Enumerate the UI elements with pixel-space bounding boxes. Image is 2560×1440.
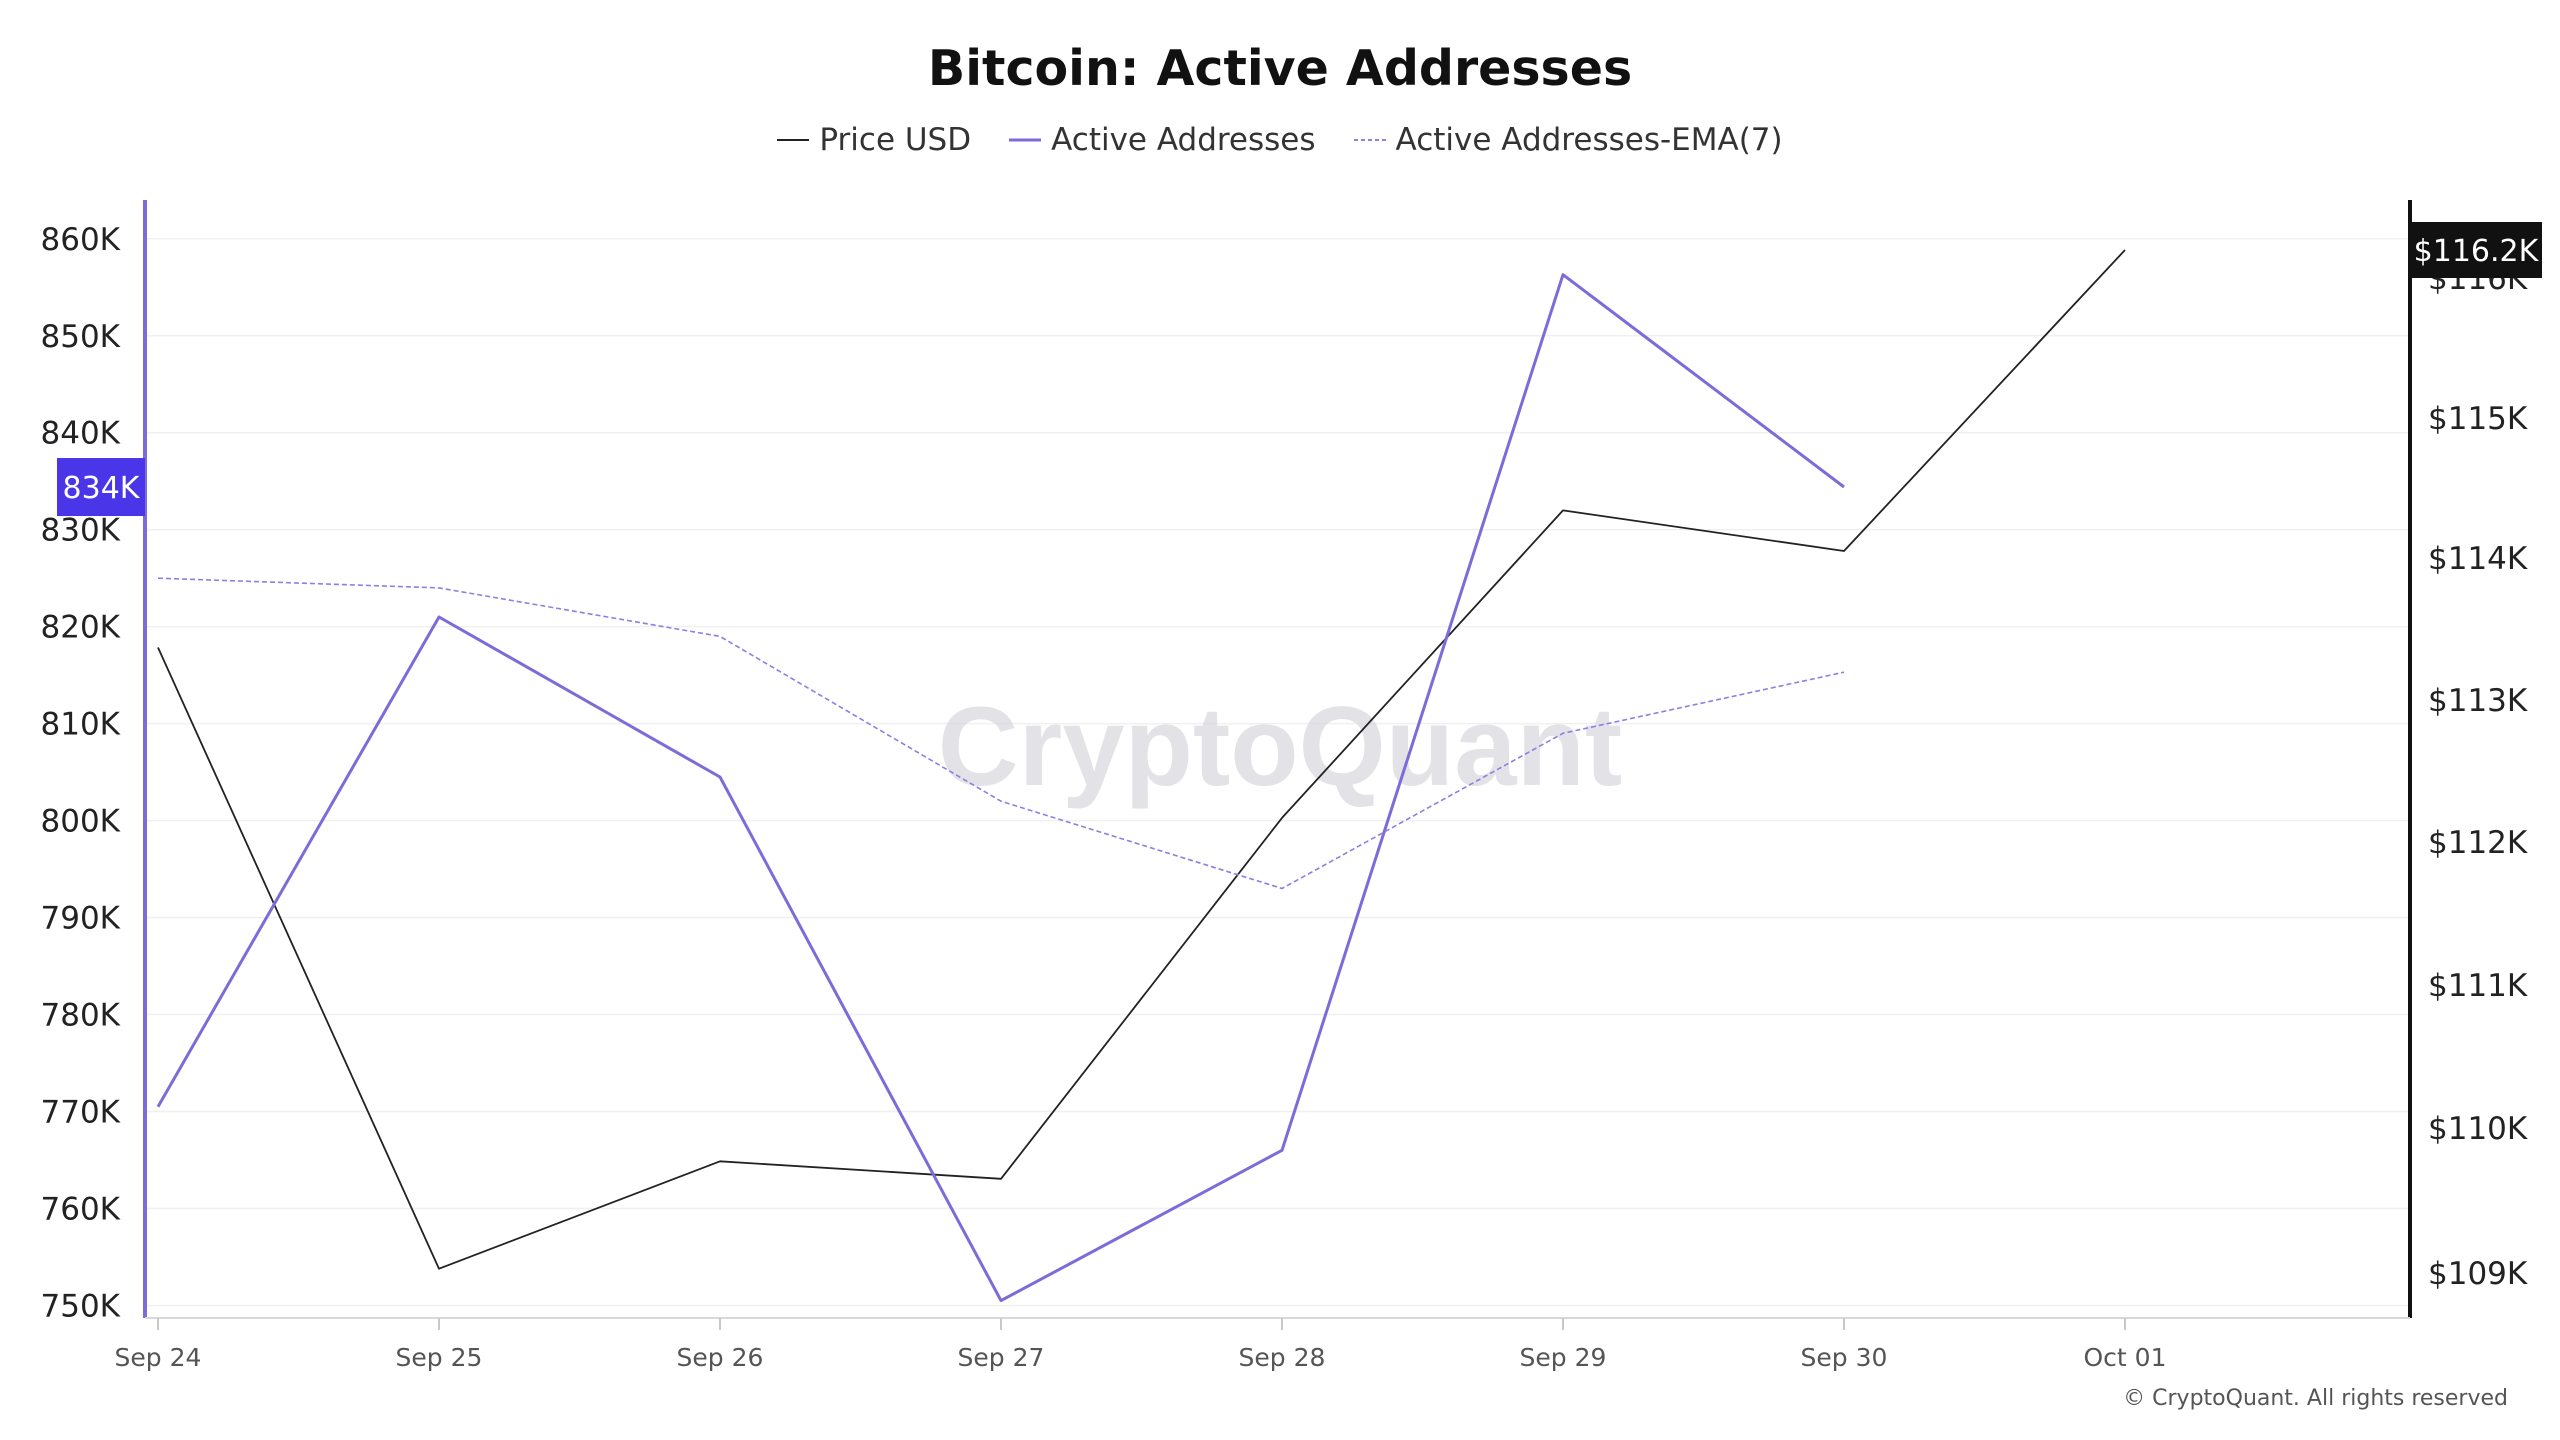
x-tick-label: Sep 24 [115, 1343, 202, 1372]
left-current-value-badge [57, 458, 145, 517]
left-tick-label: 760K [41, 1191, 121, 1227]
legend-item-active-addresses[interactable]: Active Addresses [1009, 122, 1316, 158]
right-tick-label: $110K [2428, 1111, 2528, 1147]
left-tick-label: 770K [41, 1095, 121, 1131]
left-tick-label: 810K [41, 707, 121, 743]
left-tick-label: 850K [41, 319, 121, 355]
left-tick-label: 750K [41, 1288, 121, 1324]
left-tick-label: 840K [41, 416, 121, 452]
legend-item-ema[interactable]: Active Addresses-EMA(7) [1353, 122, 1783, 158]
watermark: CryptoQuant [938, 684, 1622, 809]
right-tick-label: $112K [2428, 825, 2528, 861]
legend-swatch-ema [1353, 139, 1386, 141]
x-tick-label: Sep 28 [1239, 1343, 1326, 1372]
legend-swatch-price [777, 139, 810, 141]
series-price-line [157, 249, 2126, 1270]
chart-title: Bitcoin: Active Addresses [927, 40, 1633, 97]
chart-legend[interactable]: Price USD Active Addresses Active Addres… [0, 122, 2560, 158]
right-tick-label: $109K [2428, 1256, 2528, 1292]
series-active-addresses-line [156, 273, 1845, 1303]
axes-layer: 750K 760K 770K 780K 790K 800K 810K 820K 830K 840K… [41, 200, 2528, 1372]
x-tick-label: Sep 29 [1520, 1343, 1607, 1372]
series-layer [156, 249, 2126, 1303]
left-tick-label: 780K [41, 998, 121, 1034]
right-tick-label: $113K [2428, 683, 2528, 719]
right-current-value-label: $116.2K [2414, 234, 2540, 269]
badge-layer: 834K $116.2K [57, 222, 2542, 517]
right-tick-label: $115K [2428, 401, 2528, 437]
grid-layer [145, 238, 2410, 1307]
left-tick-label: 800K [41, 804, 121, 840]
left-tick-label: 790K [41, 901, 121, 937]
left-tick-label: 820K [41, 610, 121, 646]
x-tick-label: Sep 27 [958, 1343, 1045, 1372]
left-current-value-label: 834K [63, 471, 141, 506]
left-tick-label: 860K [41, 222, 121, 258]
legend-label-ema: Active Addresses-EMA(7) [1395, 122, 1783, 158]
legend-label-active-addresses: Active Addresses [1051, 122, 1316, 158]
legend-swatch-active-addresses [1009, 138, 1042, 142]
right-tick-label: $114K [2428, 541, 2528, 577]
x-tick-label: Sep 30 [1801, 1343, 1888, 1372]
copyright-notice: © CryptoQuant. All rights reserved [2123, 1386, 2508, 1411]
x-tick-label: Sep 25 [396, 1343, 483, 1372]
right-tick-label: $111K [2428, 968, 2528, 1004]
legend-item-price[interactable]: Price USD [777, 122, 971, 158]
legend-label-price: Price USD [819, 122, 972, 158]
x-tick-label: Sep 26 [677, 1343, 764, 1372]
left-tick-label: 830K [41, 513, 121, 549]
x-tick-label: Oct 01 [2084, 1343, 2167, 1372]
right-current-value-badge [2410, 222, 2542, 278]
series-ema-line [157, 577, 1845, 890]
